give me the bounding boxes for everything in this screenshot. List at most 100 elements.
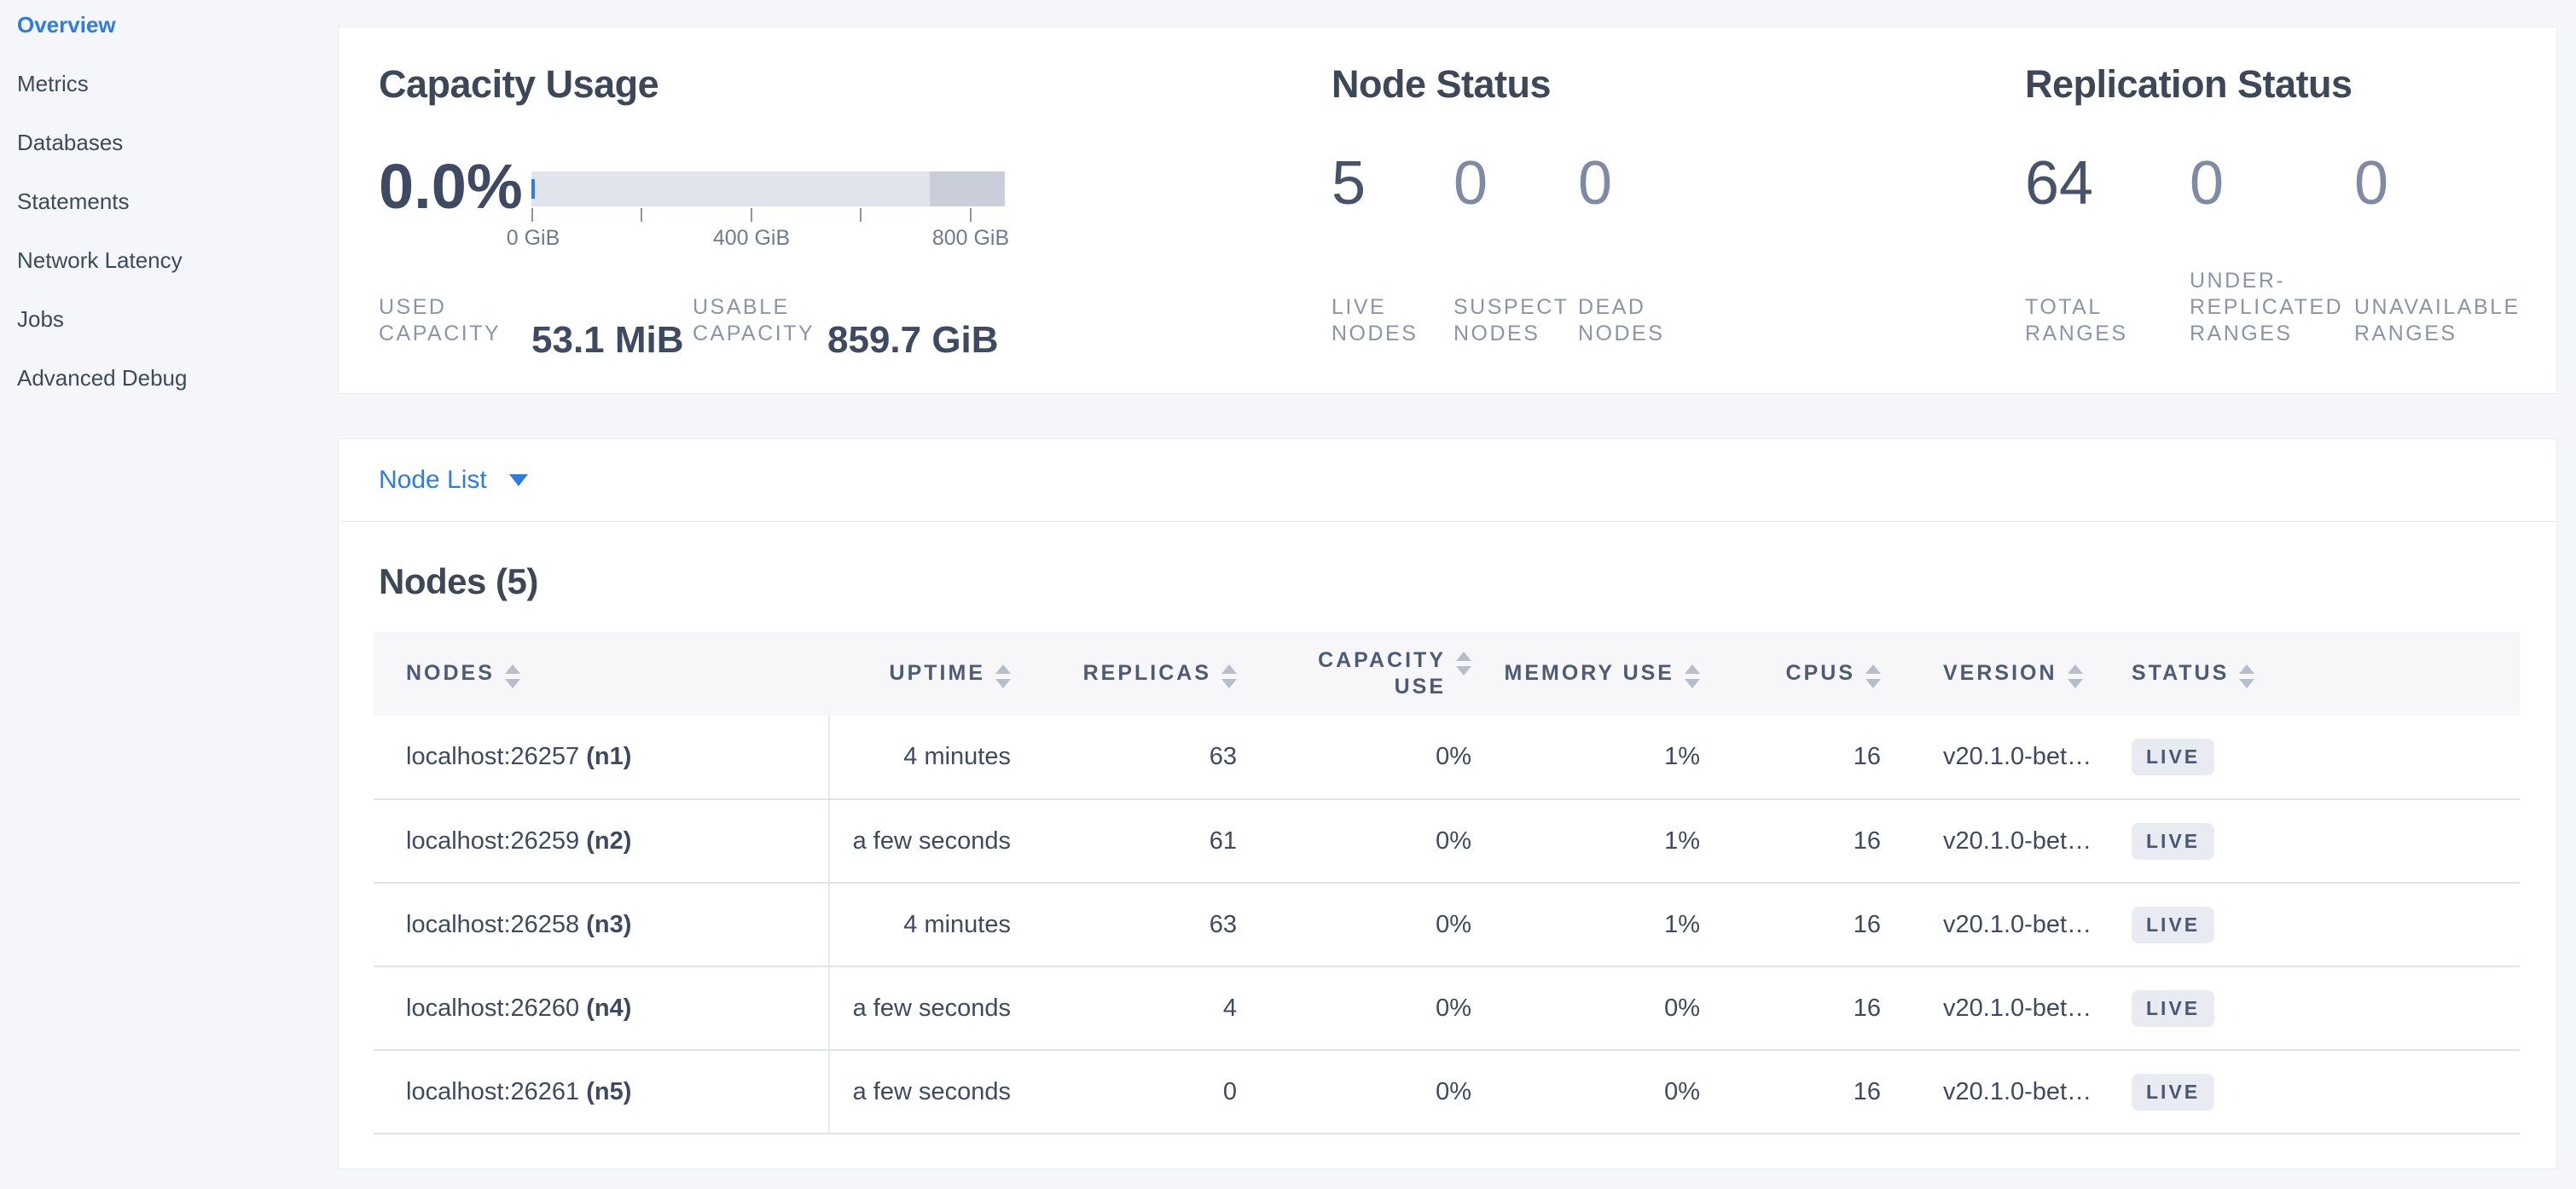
column-header[interactable]: CPUS xyxy=(1705,632,1886,716)
axis-tick xyxy=(641,208,642,222)
replication-status-title: Replication Status xyxy=(2025,62,2353,106)
view-selector-label: Node List xyxy=(379,466,487,494)
stat-label: TOTAL RANGES xyxy=(2025,295,2128,345)
column-header-label: MEMORY USE xyxy=(1504,660,1674,685)
axis-tick xyxy=(970,208,972,222)
node-id: (n2) xyxy=(586,826,632,855)
node-id: (n1) xyxy=(586,743,632,770)
uptime-cell: a few seconds xyxy=(829,1050,1016,1134)
table-row[interactable]: localhost:26261 (n5) a few seconds 0 0% … xyxy=(374,1050,2520,1134)
column-header-label: STATUS xyxy=(2132,660,2230,685)
node-status-stat: 5 LIVE NODES xyxy=(1332,153,1453,347)
cpus-cell: 16 xyxy=(1705,799,1886,884)
filler-cell xyxy=(2261,966,2520,1051)
memory-use-cell: 1% xyxy=(1477,799,1705,884)
stat-value: 5 xyxy=(1332,149,1366,218)
node-id: (n5) xyxy=(586,1077,632,1105)
node-status-stat: 0 SUSPECT NODES xyxy=(1453,153,1578,347)
sidebar-item[interactable]: Statements xyxy=(17,188,338,214)
sort-icon xyxy=(1685,664,1700,688)
capacity-use-cell: 0% xyxy=(1242,799,1477,884)
cpus-cell: 16 xyxy=(1705,716,1886,800)
version-cell: v20.1.0-bet… xyxy=(1886,716,2099,800)
used-capacity-value: 53.1 MiB xyxy=(531,319,684,361)
version-cell: v20.1.0-bet… xyxy=(1886,966,2099,1051)
axis-tick-label: 400 GiB xyxy=(712,226,791,250)
sidebar-item-label: Databases xyxy=(17,130,124,155)
replication-stat: 64 TOTAL RANGES xyxy=(2025,153,2190,347)
uptime-cell: 4 minutes xyxy=(829,716,1016,800)
table-row[interactable]: localhost:26259 (n2) a few seconds 61 0%… xyxy=(374,799,2520,884)
capacity-use-cell: 0% xyxy=(1242,716,1477,800)
sort-icon xyxy=(504,664,520,688)
node-address: localhost:26259 xyxy=(406,826,580,855)
sidebar-item-label: Jobs xyxy=(17,306,64,332)
sidebar-item[interactable]: Overview xyxy=(17,12,338,38)
memory-use-cell: 0% xyxy=(1477,1050,1705,1134)
node-cell: localhost:26259 (n2) xyxy=(374,799,830,884)
status-badge: LIVE xyxy=(2132,1073,2215,1111)
replicas-cell: 61 xyxy=(1016,799,1242,884)
cpus-cell: 16 xyxy=(1705,966,1886,1051)
axis-tick xyxy=(860,208,862,222)
version-cell: v20.1.0-bet… xyxy=(1886,799,2099,884)
column-header-filler xyxy=(2261,632,2520,716)
column-header[interactable]: VERSION xyxy=(1886,632,2099,716)
replicas-cell: 0 xyxy=(1016,1050,1242,1134)
sidebar-item[interactable]: Databases xyxy=(17,130,338,155)
table-row[interactable]: localhost:26257 (n1) 4 minutes 63 0% 1% … xyxy=(374,716,2520,800)
node-id: (n3) xyxy=(586,910,632,938)
sort-icon xyxy=(1456,652,1471,676)
status-badge: LIVE xyxy=(2132,906,2215,943)
sort-icon xyxy=(2067,664,2083,688)
table-row[interactable]: localhost:26260 (n4) a few seconds 4 0% … xyxy=(374,966,2520,1051)
stat-label: LIVE NODES xyxy=(1332,295,1419,345)
sort-icon xyxy=(995,664,1011,688)
cpus-cell: 16 xyxy=(1705,883,1886,967)
sidebar-nav-list: Overview Metrics Databases Statements Ne… xyxy=(17,12,338,391)
axis-tick-label: 0 GiB xyxy=(506,226,560,250)
column-header[interactable]: STATUS xyxy=(2099,632,2261,716)
node-list-panel: Node List Nodes (5) NODES xyxy=(338,438,2557,1169)
version-cell: v20.1.0-bet… xyxy=(1886,1050,2099,1134)
sidebar-item[interactable]: Advanced Debug xyxy=(17,365,338,391)
stat-value: 64 xyxy=(2025,149,2094,218)
column-header[interactable]: REPLICAS xyxy=(1016,632,1242,716)
sidebar-item[interactable]: Metrics xyxy=(17,71,338,96)
column-header[interactable]: NODES xyxy=(374,632,829,716)
stat-label: UNAVAILABLE RANGES xyxy=(2354,295,2521,345)
column-header-label: CPUS xyxy=(1785,660,1855,685)
capacity-used-percent: 0.0% xyxy=(379,151,523,222)
sort-icon xyxy=(1865,664,1881,688)
sidebar-item[interactable]: Network Latency xyxy=(17,247,338,273)
column-header-label: UPTIME xyxy=(889,660,985,685)
node-status-stats: 5 LIVE NODES 0 SUSPECT NODES 0 DEAD NODE… xyxy=(1332,153,1719,347)
column-header[interactable]: CAPACITY USE xyxy=(1242,632,1477,716)
sidebar-item-label: Overview xyxy=(17,12,116,38)
capacity-use-cell: 0% xyxy=(1242,966,1477,1051)
stat-label: UNDER-REPLICATED RANGES xyxy=(2190,269,2344,345)
node-cell: localhost:26260 (n4) xyxy=(374,966,830,1051)
filler-cell xyxy=(2261,716,2520,800)
axis-tick xyxy=(751,208,752,222)
column-header[interactable]: MEMORY USE xyxy=(1477,632,1705,716)
stat-value: 0 xyxy=(2190,149,2225,218)
node-id: (n4) xyxy=(586,994,632,1022)
nodes-table: NODES UPTIME REPLICAS xyxy=(374,632,2520,1134)
filler-cell xyxy=(2261,799,2520,884)
stat-value: 0 xyxy=(2354,149,2389,218)
node-cell: localhost:26258 (n3) xyxy=(374,883,830,967)
column-header-label: VERSION xyxy=(1943,660,2057,685)
node-cell: localhost:26261 (n5) xyxy=(374,1050,830,1134)
sort-icon xyxy=(1221,664,1237,688)
usable-capacity-value: 859.7 GiB xyxy=(827,319,999,361)
view-selector-dropdown[interactable]: Node List xyxy=(339,439,2556,522)
sidebar-item[interactable]: Jobs xyxy=(17,306,338,332)
column-header-label: CAPACITY USE xyxy=(1318,648,1446,699)
status-badge: LIVE xyxy=(2132,822,2215,860)
capacity-bar-used-marker xyxy=(531,179,535,199)
table-row[interactable]: localhost:26258 (n3) 4 minutes 63 0% 1% … xyxy=(374,883,2520,967)
column-header[interactable]: UPTIME xyxy=(829,632,1016,716)
usable-capacity-label: USABLE CAPACITY xyxy=(693,295,815,345)
replicas-cell: 63 xyxy=(1016,716,1242,800)
